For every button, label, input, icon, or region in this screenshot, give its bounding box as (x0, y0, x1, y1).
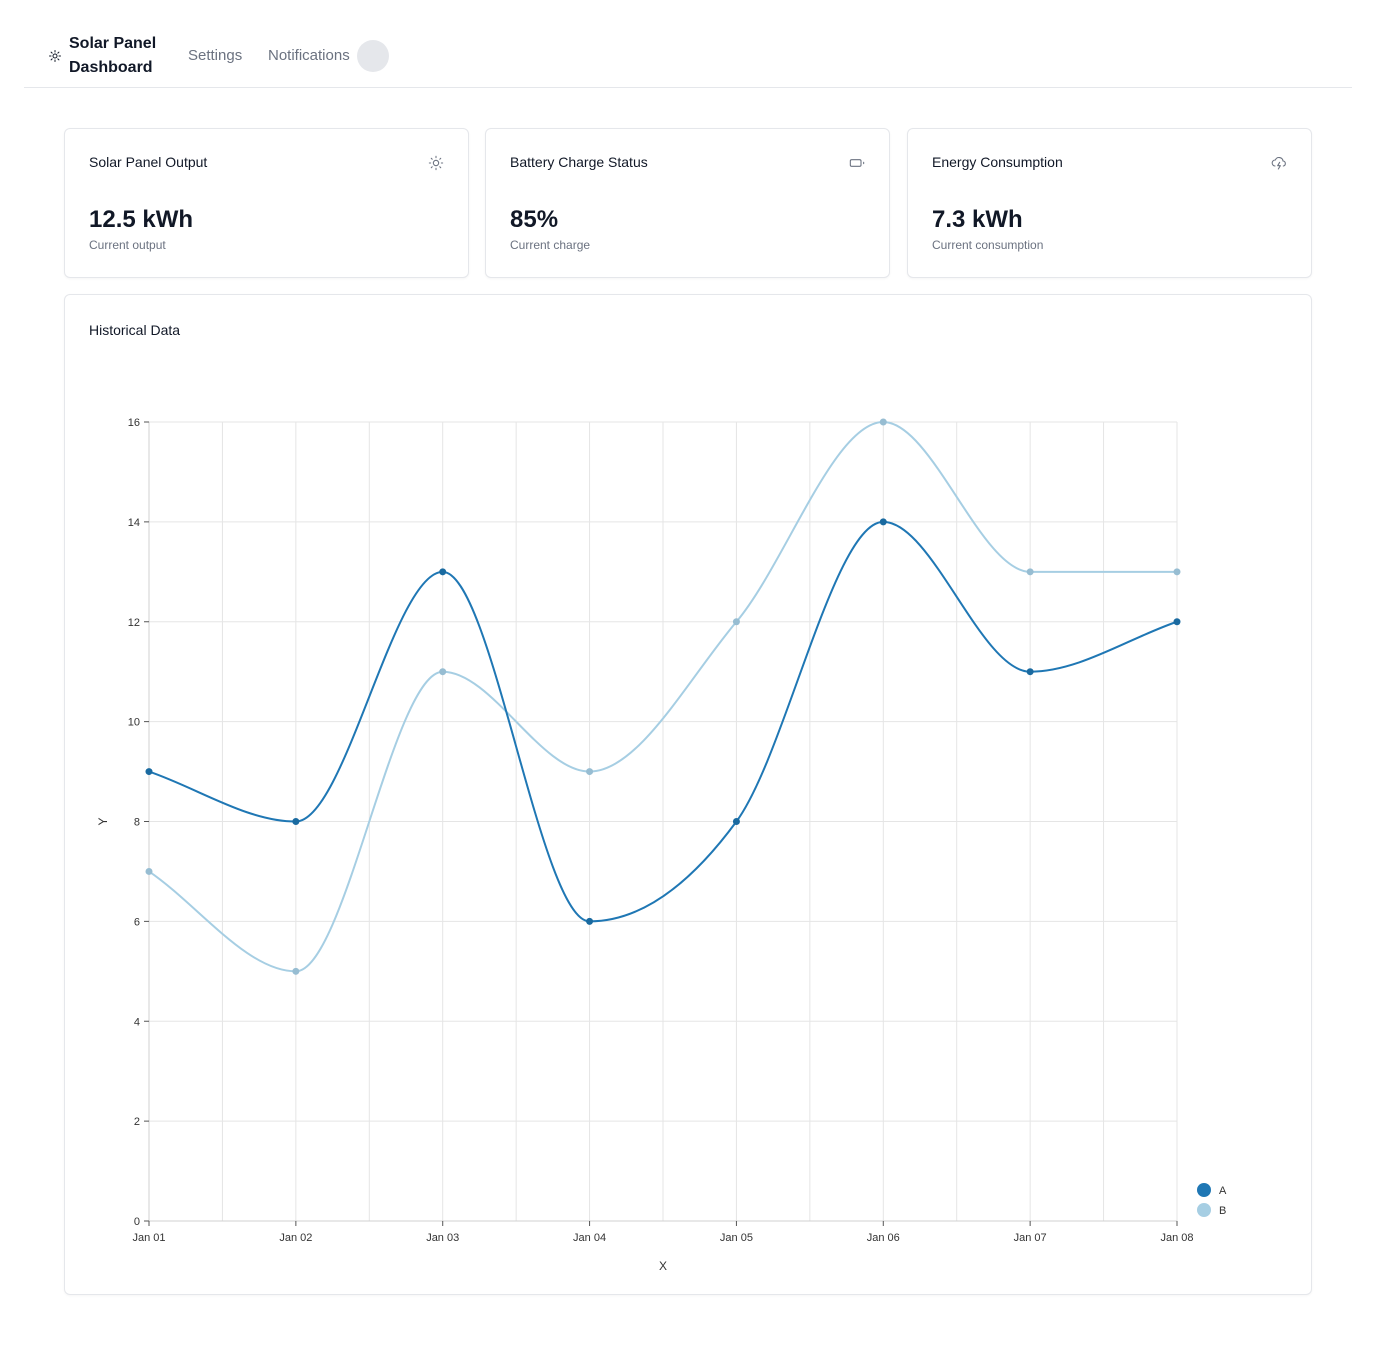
data-point-b (1173, 568, 1181, 576)
nav-notifications-link[interactable]: Notifications (268, 47, 350, 64)
data-point-a (586, 917, 594, 925)
data-point-b (586, 768, 594, 776)
avatar[interactable] (357, 40, 389, 72)
line-chart: 0 2 4 6 8 10 12 14 16 Jan 01 Jan 02 Jan 03 Jan 04 Jan… (96, 417, 1227, 1273)
data-point-a (1173, 618, 1181, 626)
x-tick-label: Jan 04 (573, 1232, 606, 1244)
data-point-b (439, 668, 447, 676)
card-subtitle: Current consumption (932, 238, 1044, 252)
card-subtitle: Current output (89, 238, 166, 252)
legend-marker-b (1197, 1203, 1211, 1217)
y-tick-label: 8 (134, 817, 140, 829)
data-point-a (1026, 668, 1034, 676)
solar-output-card: Solar Panel Output 12.5 kWh Current outp… (64, 128, 469, 278)
data-point-b (145, 867, 153, 875)
x-tick-label: Jan 05 (720, 1232, 753, 1244)
x-axis-label: X (659, 1259, 667, 1273)
card-value: 85% (510, 206, 559, 233)
data-point-a (439, 568, 447, 576)
legend-marker-a (1197, 1183, 1211, 1197)
x-tick-label: Jan 03 (426, 1232, 459, 1244)
y-tick-label: 2 (134, 1116, 140, 1128)
cloud-lightning-icon (1271, 155, 1287, 171)
legend-label-b: B (1219, 1205, 1226, 1217)
data-point-b (292, 967, 300, 975)
card-title: Energy Consumption (932, 154, 1063, 170)
x-tick-label: Jan 08 (1160, 1232, 1193, 1244)
data-point-b (732, 618, 740, 626)
legend-label-a: A (1219, 1185, 1227, 1197)
battery-status-card: Battery Charge Status 85% Current charge (485, 128, 890, 278)
y-tick-label: 4 (134, 1016, 140, 1028)
x-tick-label: Jan 07 (1014, 1232, 1047, 1244)
y-tick-label: 16 (128, 417, 140, 429)
data-point-a (879, 518, 887, 526)
data-point-b (879, 418, 887, 426)
y-tick-label: 0 (134, 1216, 140, 1228)
top-navigation-bar: Solar Panel Dashboard Settings Notificat… (24, 0, 1352, 88)
card-value: 12.5 kWh (89, 206, 194, 233)
y-tick-label: 14 (128, 517, 140, 529)
series-line-b (148, 420, 1177, 973)
energy-consumption-card: Energy Consumption 7.3 kWh Current consu… (907, 128, 1312, 278)
x-tick-label: Jan 02 (279, 1232, 312, 1244)
chart-title: Historical Data (89, 322, 181, 338)
sun-icon (428, 155, 444, 171)
x-tick-label: Jan 06 (867, 1232, 900, 1244)
sun-icon (48, 49, 62, 63)
app-title: Solar Panel Dashboard (69, 35, 157, 76)
y-tick-label: 12 (128, 617, 140, 629)
data-point-b (1026, 568, 1034, 576)
nav-settings-link[interactable]: Settings (188, 47, 243, 64)
brand[interactable]: Solar Panel Dashboard (48, 32, 169, 80)
battery-icon (849, 155, 865, 171)
data-point-a (292, 818, 300, 825)
card-title: Battery Charge Status (510, 154, 648, 170)
data-point-a (732, 818, 740, 825)
y-tick-label: 6 (134, 916, 140, 928)
y-axis-label: Y (96, 817, 110, 825)
x-tick-label: Jan 01 (132, 1232, 165, 1244)
data-point-a (145, 768, 153, 776)
card-subtitle: Current charge (510, 238, 591, 252)
series-line-a (148, 520, 1178, 923)
card-value: 7.3 kWh (932, 206, 1023, 233)
historical-data-card: 0 2 4 6 8 10 12 14 16 Jan 01 Jan 02 Jan 03 Jan 04 Jan… (64, 294, 1312, 1295)
card-title: Solar Panel Output (89, 154, 208, 170)
y-tick-label: 10 (128, 717, 140, 729)
